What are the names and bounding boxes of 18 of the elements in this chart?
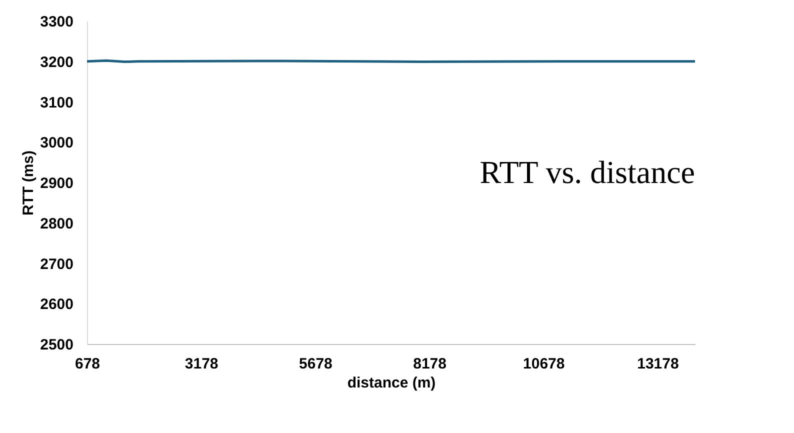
y-tick-label: 3300	[40, 14, 74, 30]
x-axis-title: distance (m)	[347, 374, 436, 392]
y-tick-label: 3100	[40, 94, 74, 112]
y-tick-label: 2900	[40, 175, 74, 192]
y-tick-label: 3000	[40, 134, 74, 152]
y-tick-label: 2800	[40, 215, 74, 232]
y-tick-label: 2500	[40, 336, 74, 354]
x-tick-label: 13178	[637, 356, 679, 372]
x-tick-label: 8178	[413, 356, 446, 372]
x-tick-label: 10678	[523, 356, 565, 372]
text: RTT vs. distance	[480, 154, 695, 190]
x-tick-label: 5678	[299, 356, 332, 372]
y-axis-title: RTT (ms)	[20, 150, 38, 216]
y-tick-label: 2700	[40, 256, 74, 273]
x-tick-label: 3178	[184, 356, 218, 372]
x-tick-label: 678	[74, 356, 100, 372]
y-tick-label: 2600	[40, 296, 74, 314]
y-tick-label: 3200	[40, 54, 74, 71]
